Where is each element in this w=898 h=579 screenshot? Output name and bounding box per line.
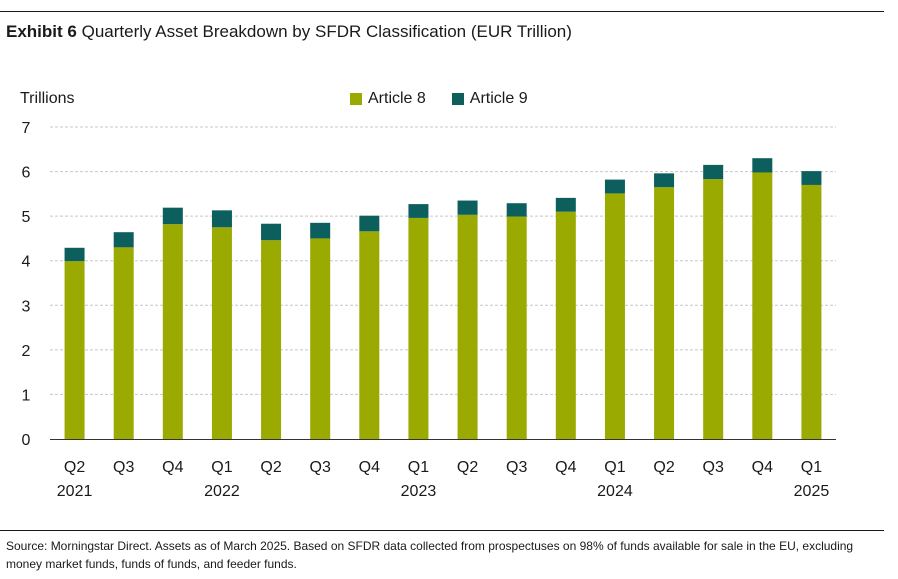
bar-article-9 <box>801 171 822 185</box>
exhibit-label: Exhibit 6 <box>6 22 77 41</box>
bar-article-8 <box>359 231 380 439</box>
title-text: Quarterly Asset Breakdown by SFDR Classi… <box>81 22 572 41</box>
x-tick-quarter: Q1 <box>801 459 822 476</box>
legend-item-article-9: Article 9 <box>451 90 528 108</box>
bar-article-9 <box>64 247 85 262</box>
x-tick-quarter: Q2 <box>260 459 281 476</box>
bar-article-9 <box>604 179 625 194</box>
x-tick-quarter: Q4 <box>162 459 183 476</box>
y-tick-label: 0 <box>22 432 31 449</box>
bar-article-9 <box>162 207 183 225</box>
bar-article-9 <box>703 164 724 180</box>
legend-item-article-8: Article 8 <box>350 90 426 108</box>
bar-article-8 <box>113 247 134 439</box>
x-tick-year: 2021 <box>57 483 93 500</box>
x-tick-year: 2024 <box>597 483 633 500</box>
bar-article-9 <box>752 158 773 173</box>
bar-article-9 <box>555 197 576 212</box>
bar-article-8 <box>801 184 822 439</box>
bar-article-8 <box>752 172 773 439</box>
bar-article-8 <box>408 217 429 439</box>
bar-article-8 <box>261 240 282 439</box>
bar-article-8 <box>703 179 724 440</box>
x-tick-quarter: Q2 <box>653 459 674 476</box>
x-tick-quarter: Q3 <box>310 459 331 476</box>
x-tick-quarter: Q2 <box>64 459 85 476</box>
legend: Article 8 Article 9 <box>350 90 554 108</box>
bar-article-9 <box>457 200 478 215</box>
bar-article-8 <box>310 238 331 439</box>
x-tick-quarter: Q3 <box>506 459 527 476</box>
x-tick-quarter: Q1 <box>408 459 429 476</box>
bar-article-8 <box>162 224 183 439</box>
x-tick-year: 2022 <box>204 483 240 500</box>
chart-title: Exhibit 6 Quarterly Asset Breakdown by S… <box>6 22 572 42</box>
bar-article-8 <box>457 214 478 439</box>
bottom-rule <box>0 530 884 531</box>
bar-article-9 <box>211 210 232 228</box>
x-tick-quarter: Q4 <box>359 459 380 476</box>
y-tick-label: 5 <box>22 209 31 226</box>
bar-article-9 <box>654 173 675 188</box>
x-tick-quarter: Q3 <box>113 459 134 476</box>
y-tick-label: 7 <box>22 120 31 137</box>
bar-article-8 <box>64 261 85 439</box>
legend-swatch-article-9 <box>451 93 464 105</box>
bar-article-8 <box>604 193 625 439</box>
x-tick-quarter: Q3 <box>703 459 724 476</box>
bar-article-9 <box>506 203 527 217</box>
bar-article-9 <box>359 215 380 232</box>
bar-article-8 <box>555 211 576 439</box>
y-tick-label: 3 <box>22 298 31 315</box>
bar-article-8 <box>211 227 232 439</box>
bar-article-9 <box>113 232 134 248</box>
source-note: Source: Morningstar Direct. Assets as of… <box>6 539 854 571</box>
legend-label-article-8: Article 8 <box>368 90 426 107</box>
bar-article-9 <box>310 222 331 239</box>
x-tick-year: 2023 <box>401 483 437 500</box>
x-tick-quarter: Q2 <box>457 459 478 476</box>
bar-article-8 <box>506 216 527 439</box>
x-tick-quarter: Q4 <box>752 459 773 476</box>
y-tick-label: 1 <box>22 387 31 404</box>
bar-article-9 <box>408 204 429 218</box>
legend-label-article-9: Article 9 <box>469 90 528 107</box>
bar-article-8 <box>654 187 675 439</box>
x-tick-quarter: Q4 <box>555 459 576 476</box>
legend-swatch-article-8 <box>350 93 362 105</box>
y-axis-label: Trillions <box>20 90 75 107</box>
x-tick-quarter: Q1 <box>604 459 625 476</box>
x-tick-quarter: Q1 <box>211 459 232 476</box>
y-tick-label: 4 <box>22 254 31 271</box>
y-tick-label: 6 <box>22 165 31 182</box>
x-tick-year: 2025 <box>794 483 830 500</box>
y-tick-label: 2 <box>22 343 31 360</box>
bar-article-9 <box>261 223 282 241</box>
top-rule <box>0 11 884 12</box>
